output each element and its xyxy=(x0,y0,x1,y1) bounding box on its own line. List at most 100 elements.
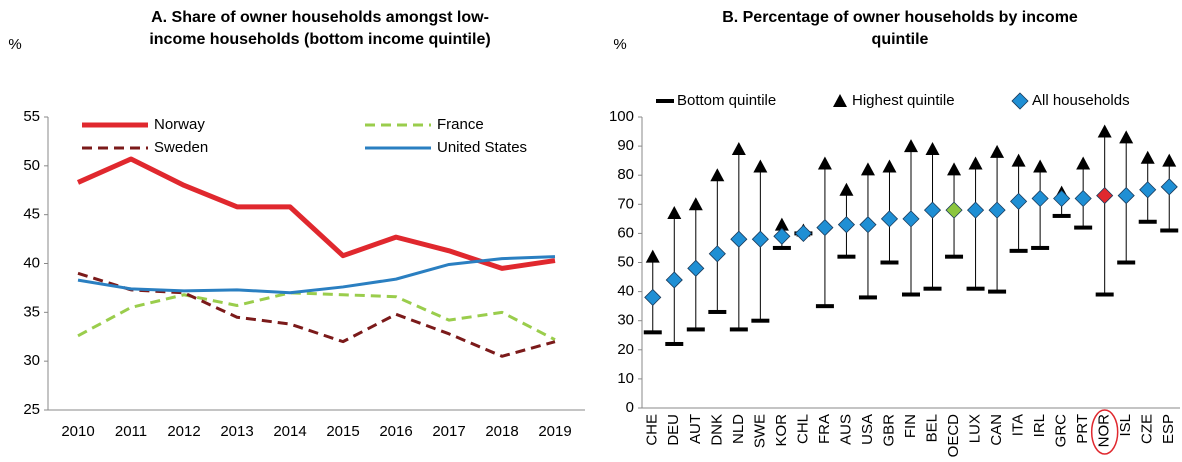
all-marker xyxy=(988,201,1006,219)
y-tick-label: 50 xyxy=(23,157,40,174)
all-marker xyxy=(966,201,985,219)
legend-label: Bottom quintile xyxy=(677,92,776,109)
y-tick-label: 70 xyxy=(617,195,634,212)
x-tick-label: 2018 xyxy=(485,423,518,440)
all-marker xyxy=(1117,187,1135,205)
y-tick-label: 25 xyxy=(23,401,40,418)
x-tick-label: CHL xyxy=(794,414,811,444)
bottom-marker xyxy=(880,260,899,265)
bottom-marker xyxy=(902,292,920,297)
all-marker xyxy=(1096,187,1114,205)
line-series xyxy=(76,156,556,271)
all-marker xyxy=(902,210,920,228)
legend-label: United States xyxy=(437,139,527,156)
bottom-marker xyxy=(656,99,674,103)
highlight-circle xyxy=(1090,409,1119,455)
all-marker xyxy=(794,224,812,242)
all-marker xyxy=(837,216,856,234)
bottom-marker xyxy=(923,286,942,291)
x-tick-label: ITA xyxy=(1010,414,1027,436)
x-tick-label: 2019 xyxy=(538,423,571,440)
all-marker xyxy=(945,201,963,219)
all-marker xyxy=(859,216,877,234)
y-tick-label: 100 xyxy=(609,108,634,125)
all-marker xyxy=(708,245,726,263)
legend-label: Sweden xyxy=(154,139,208,156)
bottom-marker xyxy=(1052,213,1071,218)
bottom-marker xyxy=(686,327,705,332)
all-marker xyxy=(1139,181,1157,199)
all-marker xyxy=(730,230,748,248)
y-tick-label: 90 xyxy=(617,137,634,154)
x-tick-label: GRC xyxy=(1053,414,1070,448)
all-marker xyxy=(773,227,791,245)
line-series xyxy=(77,291,556,342)
y-tick-label: 60 xyxy=(617,224,634,241)
y-tick-label: 35 xyxy=(23,303,40,320)
x-tick-label: OECD xyxy=(945,414,962,458)
top-marker xyxy=(1162,153,1177,167)
bottom-marker xyxy=(945,254,964,259)
top-marker xyxy=(833,94,847,107)
line-series xyxy=(77,255,556,295)
x-tick-label: USA xyxy=(859,414,876,445)
bottom-marker xyxy=(966,286,985,291)
x-tick-label: PRT xyxy=(1074,414,1091,444)
y-tick-label: 40 xyxy=(617,283,634,300)
chart-title: B. Percentage of owner households by inc… xyxy=(722,9,1078,26)
legend-label: Norway xyxy=(154,116,205,133)
all-marker xyxy=(1031,189,1049,208)
y-tick-label: 55 xyxy=(23,108,40,125)
bottom-marker xyxy=(837,254,856,259)
top-marker xyxy=(1076,156,1091,170)
bottom-marker xyxy=(858,295,877,300)
bottom-marker xyxy=(772,245,791,250)
bottom-marker xyxy=(665,341,684,346)
bottom-marker xyxy=(1160,228,1179,233)
x-tick-label: 2012 xyxy=(167,423,200,440)
x-tick-label: CAN xyxy=(988,414,1005,446)
x-tick-label: ISL xyxy=(1117,414,1134,437)
all-marker xyxy=(1011,92,1029,110)
y-tick-label: 20 xyxy=(617,341,634,358)
all-marker xyxy=(1053,189,1071,208)
x-tick-label: NLD xyxy=(730,414,747,444)
bottom-marker xyxy=(1074,225,1093,230)
x-tick-label: GBR xyxy=(880,414,897,447)
all-marker xyxy=(1074,189,1092,208)
all-marker xyxy=(751,230,769,248)
top-marker xyxy=(1097,124,1112,138)
x-tick-label: LUX xyxy=(967,414,984,443)
x-tick-label: 2017 xyxy=(432,423,465,440)
legend-label: France xyxy=(437,116,484,133)
x-tick-label: 2013 xyxy=(220,423,253,440)
top-marker xyxy=(645,249,660,263)
bottom-marker xyxy=(1138,219,1157,224)
bottom-marker xyxy=(1009,248,1028,253)
top-marker xyxy=(882,159,897,173)
x-tick-label: KOR xyxy=(773,414,790,447)
top-marker xyxy=(947,162,962,176)
top-marker xyxy=(1140,150,1155,164)
y-tick-label: 80 xyxy=(617,166,634,183)
y-axis-label: % xyxy=(613,36,626,53)
top-marker xyxy=(774,217,789,231)
x-tick-label: 2016 xyxy=(379,423,412,440)
top-marker xyxy=(731,142,746,156)
all-marker xyxy=(816,219,834,237)
top-marker xyxy=(990,144,1005,158)
all-marker xyxy=(665,271,683,289)
all-marker xyxy=(880,210,899,228)
x-tick-label: CHE xyxy=(644,414,661,446)
x-tick-label: 2011 xyxy=(115,423,147,440)
top-marker xyxy=(753,159,768,173)
x-tick-label: NOR xyxy=(1096,414,1113,448)
bottom-marker xyxy=(643,330,662,335)
y-tick-label: 40 xyxy=(23,254,40,271)
all-marker xyxy=(1160,178,1178,196)
top-marker xyxy=(904,139,918,153)
bottom-marker xyxy=(729,327,748,332)
chart-title: income households (bottom income quintil… xyxy=(149,31,490,48)
y-tick-label: 30 xyxy=(617,312,634,329)
